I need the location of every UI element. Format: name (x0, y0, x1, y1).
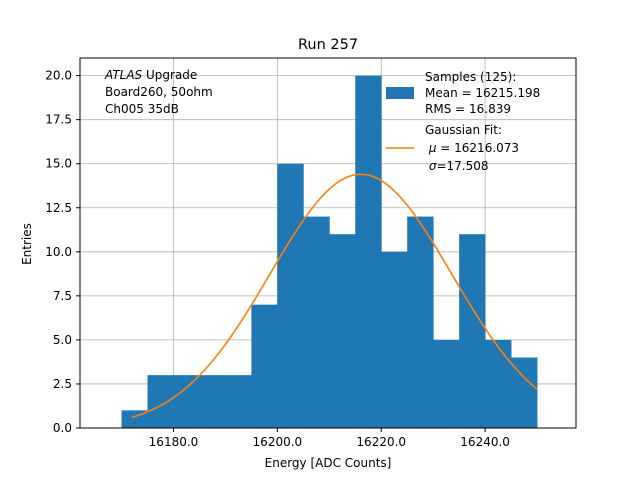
gaussian-fit (131, 173, 538, 419)
legend-hist-swatch (386, 87, 414, 99)
chart-title: Run 257 (298, 37, 358, 53)
annotation-line-3: Ch005 35dB (105, 102, 179, 116)
sigma-symbol: σ (429, 159, 437, 173)
y-tick-label: 17.5 (45, 113, 72, 127)
legend: Samples (125): Mean = 16215.198 RMS = 16… (386, 70, 540, 173)
y-tick-label: 7.5 (53, 289, 72, 303)
annotation-block: ATLAS Upgrade Board260, 50ohm Ch005 35dB (104, 68, 213, 116)
x-tick-label: 16220.0 (356, 435, 406, 449)
histogram-bar (485, 339, 512, 428)
histogram-bar (407, 216, 434, 428)
legend-fit-title: Gaussian Fit: (425, 123, 502, 137)
histogram-bar (355, 75, 382, 428)
annotation-line-1: ATLAS Upgrade (104, 68, 197, 82)
histogram-bar (173, 375, 200, 428)
legend-fit-mu: μ = 16216.073 (425, 141, 519, 155)
mu-symbol: μ (428, 141, 437, 155)
x-tick-label: 16180.0 (149, 435, 199, 449)
mu-value: = 16216.073 (436, 141, 519, 155)
x-ticks: 16180.0 16200.0 16220.0 16240.0 (149, 428, 510, 449)
legend-hist-rms: RMS = 16.839 (425, 102, 511, 116)
histogram-bar (199, 375, 226, 428)
histogram-bar (147, 375, 174, 428)
axes-frame (79, 57, 577, 429)
histogram-bar (433, 339, 460, 428)
y-tick-label: 5.0 (53, 333, 72, 347)
histogram-bar (459, 234, 486, 428)
axes (79, 57, 577, 429)
histogram-bar (303, 216, 330, 428)
x-tick-label: 16240.0 (460, 435, 510, 449)
y-tick-label: 2.5 (53, 377, 72, 391)
legend-hist-title: Samples (125): (425, 70, 516, 84)
histogram-bar (225, 375, 252, 428)
histogram-bar (329, 234, 356, 428)
legend-fit-sigma: σ=17.508 (425, 159, 488, 173)
sigma-value: =17.508 (436, 159, 488, 173)
gaussian-fit-line (131, 173, 538, 419)
histogram-bar (381, 251, 408, 428)
annotation-upgrade: Upgrade (142, 68, 197, 82)
y-tick-label: 12.5 (45, 201, 72, 215)
histogram-bar (251, 304, 278, 428)
legend-hist-mean: Mean = 16215.198 (425, 86, 540, 100)
y-tick-label: 10.0 (45, 245, 72, 259)
y-tick-label: 0.0 (53, 421, 72, 435)
y-axis-label: Entries (20, 223, 34, 265)
annotation-line-2: Board260, 50ohm (105, 85, 213, 99)
y-tick-label: 20.0 (45, 69, 72, 83)
histogram-bar (277, 163, 304, 428)
x-axis-label: Energy [ADC Counts] (265, 456, 392, 470)
histogram-bars (121, 75, 538, 428)
y-ticks: 0.0 2.5 5.0 7.5 10.0 12.5 15.0 17.5 20.0 (45, 69, 80, 435)
atlas-italic: ATLAS (104, 68, 143, 82)
y-tick-label: 15.0 (45, 157, 72, 171)
x-tick-label: 16200.0 (253, 435, 303, 449)
